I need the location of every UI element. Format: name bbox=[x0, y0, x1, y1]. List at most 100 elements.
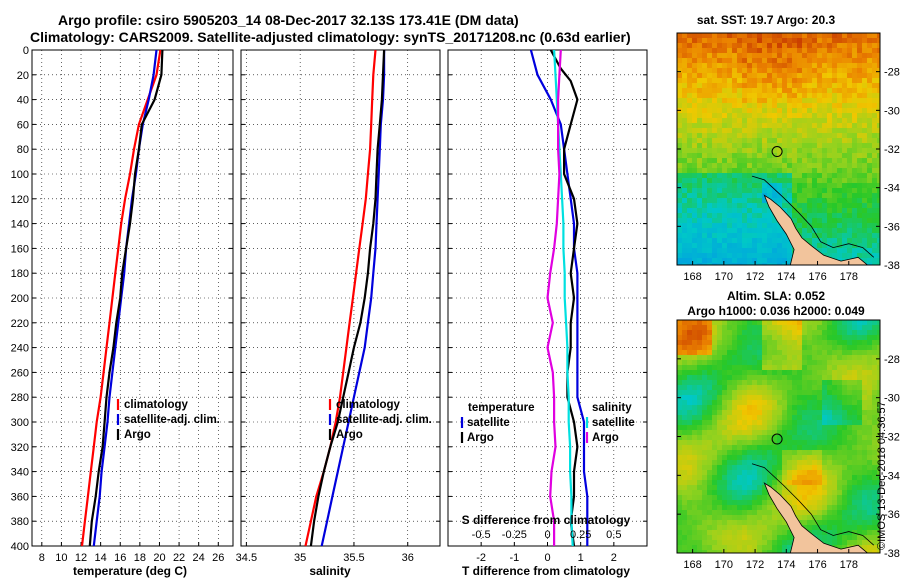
map-cell bbox=[857, 83, 863, 89]
argo-position-marker bbox=[771, 433, 783, 445]
map-cell bbox=[687, 445, 693, 451]
map-cell bbox=[707, 505, 713, 511]
map-cell bbox=[702, 525, 708, 531]
map-cell bbox=[847, 520, 853, 526]
map-cell bbox=[867, 178, 873, 184]
map-cell bbox=[862, 33, 868, 39]
map-cell bbox=[832, 365, 838, 371]
map-cell bbox=[792, 158, 798, 164]
map-cell bbox=[712, 395, 718, 401]
map-cell bbox=[792, 435, 798, 441]
map-cell bbox=[682, 445, 688, 451]
map-cell bbox=[712, 515, 718, 521]
map-cell bbox=[862, 515, 868, 521]
map-cell bbox=[717, 98, 723, 104]
map-cell bbox=[877, 213, 880, 219]
map-cell bbox=[787, 535, 793, 541]
map-cell bbox=[877, 198, 880, 204]
map-cell bbox=[727, 360, 733, 366]
map-cell bbox=[782, 540, 788, 546]
map-cell bbox=[747, 163, 753, 169]
map-cell bbox=[687, 420, 693, 426]
map-cell bbox=[837, 415, 843, 421]
map-cell bbox=[777, 258, 783, 264]
map-cell bbox=[832, 330, 838, 336]
map-cell bbox=[742, 380, 748, 386]
map-cell bbox=[777, 238, 783, 244]
map-cell bbox=[697, 390, 703, 396]
map-cell bbox=[687, 490, 693, 496]
map-cell bbox=[842, 430, 848, 436]
map-cell bbox=[682, 48, 688, 54]
map-cell bbox=[862, 173, 868, 179]
map-cell bbox=[702, 248, 708, 254]
map-cell bbox=[847, 178, 853, 184]
map-cell bbox=[752, 218, 758, 224]
map-cell bbox=[752, 73, 758, 79]
map-cell bbox=[747, 73, 753, 79]
map-cell bbox=[712, 430, 718, 436]
map-cell bbox=[767, 113, 773, 119]
map-cell bbox=[872, 38, 878, 44]
map-cell bbox=[722, 350, 728, 356]
map-cell bbox=[792, 208, 798, 214]
map-cell bbox=[737, 228, 743, 234]
map-cell bbox=[767, 405, 773, 411]
map-cell bbox=[707, 545, 713, 551]
map-cell bbox=[682, 375, 688, 381]
map-cell bbox=[747, 405, 753, 411]
map-cell bbox=[677, 350, 683, 356]
map-cell bbox=[742, 475, 748, 481]
map-cell bbox=[742, 218, 748, 224]
map-cell bbox=[817, 48, 823, 54]
map-cell bbox=[722, 113, 728, 119]
map-cell bbox=[807, 108, 813, 114]
map-cell bbox=[722, 400, 728, 406]
map-cell bbox=[827, 365, 833, 371]
map-cell bbox=[727, 63, 733, 69]
map-cell bbox=[872, 48, 878, 54]
map-cell bbox=[852, 360, 858, 366]
map-cell bbox=[692, 410, 698, 416]
map-cell bbox=[862, 178, 868, 184]
map-cell bbox=[852, 395, 858, 401]
map-cell bbox=[732, 410, 738, 416]
map-cell bbox=[772, 53, 778, 59]
map-cell bbox=[812, 490, 818, 496]
map-cell bbox=[867, 238, 873, 244]
map-cell bbox=[742, 118, 748, 124]
map-cell bbox=[767, 430, 773, 436]
map-cell bbox=[712, 123, 718, 129]
map-cell bbox=[682, 540, 688, 546]
map-cell bbox=[827, 480, 833, 486]
map-cell bbox=[812, 400, 818, 406]
map-cell bbox=[842, 128, 848, 134]
map-cell bbox=[697, 535, 703, 541]
map-cell bbox=[752, 520, 758, 526]
map-cell bbox=[762, 375, 768, 381]
map-cell bbox=[877, 500, 880, 506]
map-cell bbox=[697, 490, 703, 496]
map-cell bbox=[877, 263, 880, 265]
map-cell bbox=[837, 475, 843, 481]
salinity-axis-label: salinity bbox=[309, 564, 351, 578]
map-cell bbox=[812, 88, 818, 94]
map-cell bbox=[807, 470, 813, 476]
map-cell bbox=[817, 233, 823, 239]
map-cell bbox=[782, 263, 788, 265]
map-cell bbox=[762, 223, 768, 229]
map-cell bbox=[777, 168, 783, 174]
map-cell bbox=[752, 350, 758, 356]
map-cell bbox=[817, 385, 823, 391]
map-cell bbox=[737, 53, 743, 59]
map-cell bbox=[762, 258, 768, 264]
map-cell bbox=[712, 510, 718, 516]
map-cell bbox=[712, 138, 718, 144]
map-cell bbox=[797, 143, 803, 149]
lon-tick-label: 176 bbox=[808, 559, 826, 571]
map-cell bbox=[817, 505, 823, 511]
map-cell bbox=[687, 475, 693, 481]
map-cell bbox=[827, 188, 833, 194]
map-cell bbox=[832, 78, 838, 84]
map-cell bbox=[702, 103, 708, 109]
